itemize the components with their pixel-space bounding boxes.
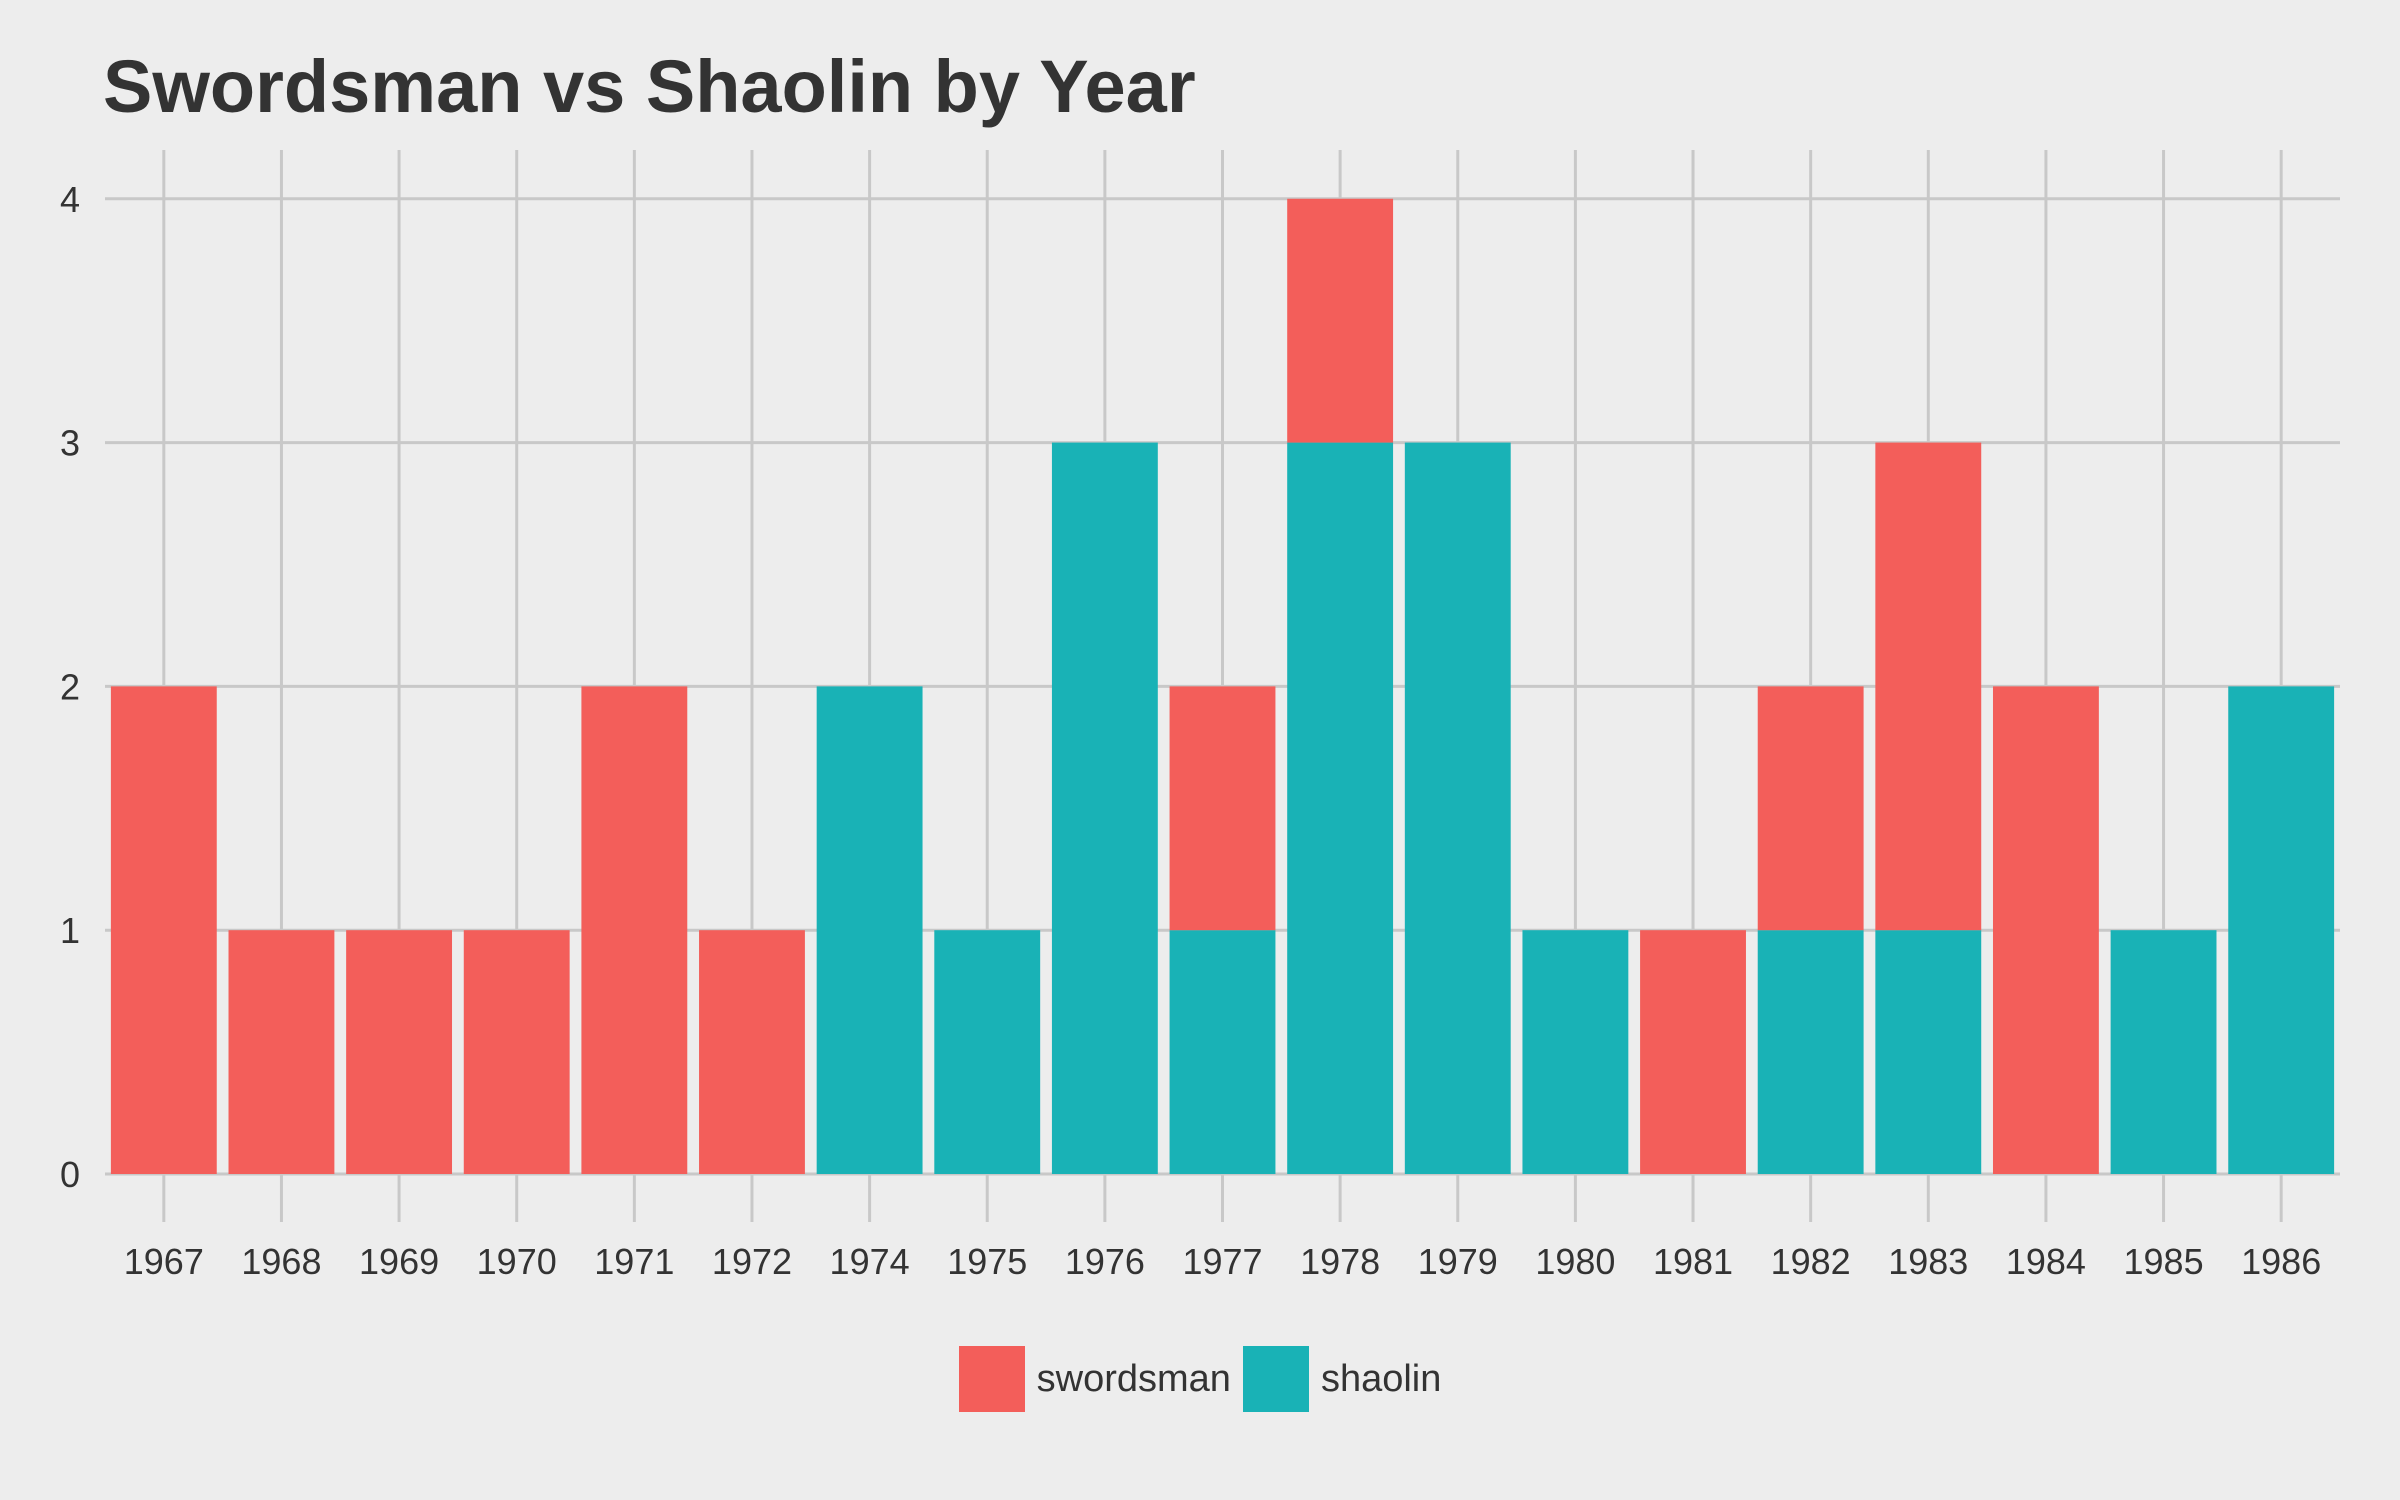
bar-shaolin-1974 bbox=[816, 686, 923, 1174]
y-tick-label: 1 bbox=[60, 910, 80, 951]
x-tick-label: 1974 bbox=[830, 1241, 910, 1282]
x-tick-label: 1986 bbox=[2241, 1241, 2321, 1282]
y-tick-label: 4 bbox=[60, 179, 80, 220]
bar-swordsman-1984 bbox=[1992, 686, 2099, 1174]
bar-swordsman-1981 bbox=[1640, 930, 1746, 1174]
x-tick-label: 1979 bbox=[1418, 1241, 1498, 1282]
legend-label-shaolin: shaolin bbox=[1320, 1357, 1442, 1400]
bar-swordsman-1978 bbox=[1287, 198, 1394, 443]
bar-swordsman-1970 bbox=[463, 930, 570, 1174]
x-tick-label: 1981 bbox=[1653, 1241, 1733, 1282]
bar-shaolin-1983 bbox=[1875, 930, 1982, 1174]
x-tick-label: 1970 bbox=[477, 1241, 557, 1282]
bar-swordsman-1972 bbox=[699, 930, 805, 1174]
bar-shaolin-1985 bbox=[2110, 930, 2217, 1174]
x-tick-label: 1980 bbox=[1535, 1241, 1615, 1282]
legend-swatch-shaolin bbox=[1242, 1346, 1309, 1412]
x-tick-label: 1976 bbox=[1065, 1241, 1145, 1282]
legend-item-swordsman: swordsman bbox=[958, 1346, 1231, 1412]
bar-shaolin-1980 bbox=[1522, 930, 1629, 1174]
bar-shaolin-1975 bbox=[934, 930, 1041, 1174]
bar-swordsman-1982 bbox=[1757, 686, 1864, 931]
x-tick-label: 1983 bbox=[1888, 1241, 1968, 1282]
legend: swordsman shaolin bbox=[0, 1346, 2400, 1412]
x-tick-label: 1969 bbox=[359, 1241, 439, 1282]
bar-shaolin-1977 bbox=[1169, 930, 1276, 1174]
y-tick-label: 2 bbox=[60, 666, 80, 707]
y-tick-label: 3 bbox=[60, 423, 80, 464]
bar-chart: 0 1 2 3 4 1967 1968 1969 1970 1971 1972 1974 1975 197… bbox=[60, 150, 2340, 1282]
bar-swordsman-1983 bbox=[1875, 442, 1982, 931]
bar-shaolin-1976 bbox=[1051, 442, 1158, 1175]
chart-title: Swordsman vs Shaolin by Year bbox=[103, 45, 1196, 128]
x-tick-label: 1984 bbox=[2006, 1241, 2086, 1282]
bar-swordsman-1977 bbox=[1169, 686, 1276, 931]
x-tick-label: 1967 bbox=[124, 1241, 204, 1282]
bar-swordsman-1967 bbox=[110, 686, 217, 1174]
x-tick-label: 1985 bbox=[2124, 1241, 2204, 1282]
bar-shaolin-1979 bbox=[1404, 442, 1511, 1175]
bar-swordsman-1969 bbox=[346, 930, 453, 1174]
x-tick-label: 1978 bbox=[1300, 1241, 1380, 1282]
legend-label-swordsman: swordsman bbox=[1036, 1357, 1231, 1400]
legend-item-shaolin: shaolin bbox=[1242, 1346, 1442, 1412]
bar-swordsman-1971 bbox=[581, 686, 688, 1174]
bar-shaolin-1986 bbox=[2228, 686, 2335, 1174]
axis-labels: 0 1 2 3 4 1967 1968 1969 1970 1971 1972 1974 1975 197… bbox=[60, 179, 2321, 1282]
bars bbox=[110, 198, 2335, 1175]
bar-swordsman-1968 bbox=[228, 930, 335, 1174]
x-tick-label: 1982 bbox=[1771, 1241, 1851, 1282]
y-tick-label: 0 bbox=[60, 1154, 80, 1195]
x-tick-label: 1972 bbox=[712, 1241, 792, 1282]
bar-shaolin-1982 bbox=[1757, 930, 1864, 1174]
x-tick-label: 1975 bbox=[947, 1241, 1027, 1282]
x-tick-label: 1971 bbox=[594, 1241, 674, 1282]
x-tick-label: 1968 bbox=[241, 1241, 321, 1282]
legend-swatch-swordsman bbox=[958, 1346, 1025, 1412]
bar-shaolin-1978 bbox=[1287, 442, 1394, 1175]
x-tick-label: 1977 bbox=[1182, 1241, 1262, 1282]
